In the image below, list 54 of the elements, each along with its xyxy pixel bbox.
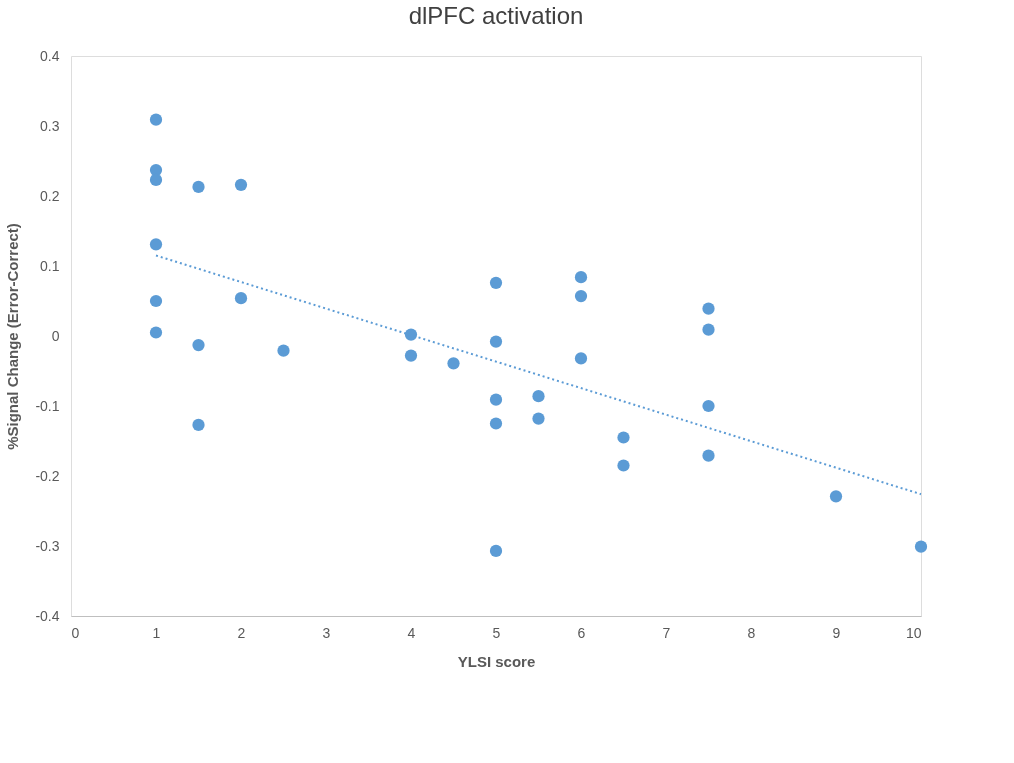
point: [489, 335, 503, 348]
x-tick-label: 3: [322, 624, 331, 641]
y-tick-label: 0.2: [40, 187, 60, 204]
x-tick-label: 4: [407, 624, 416, 641]
x-tick-label: 6: [577, 624, 586, 641]
point: [149, 294, 163, 308]
point: [234, 178, 248, 191]
y-tick-label: -0.1: [35, 397, 60, 414]
x-tick-label: 7: [662, 624, 671, 641]
point: [702, 399, 715, 413]
point: [149, 113, 163, 126]
y-tick-label: -0.2: [35, 467, 60, 484]
point: [192, 180, 205, 194]
point: [489, 276, 503, 289]
point: [192, 338, 205, 352]
point: [702, 302, 715, 315]
point: [617, 431, 630, 444]
y-tick-label: -0.4: [35, 607, 60, 624]
y-tick-label: 0.3: [40, 117, 60, 134]
point: [574, 271, 588, 284]
point: [149, 173, 163, 187]
x-tick-label: 1: [152, 624, 161, 641]
x-tick-label: 10: [905, 624, 922, 641]
point: [532, 390, 545, 403]
y-tick-label: 0.4: [40, 47, 60, 64]
point: [914, 540, 928, 553]
point: [574, 289, 588, 303]
point: [149, 326, 163, 339]
point: [404, 349, 418, 362]
y-tick-label: -0.3: [35, 537, 60, 554]
point: [574, 352, 588, 365]
x-tick-label: 2: [237, 624, 246, 641]
point: [234, 292, 248, 305]
point: [702, 449, 715, 462]
point: [489, 417, 503, 430]
y-tick-label: 0: [51, 327, 60, 344]
point: [617, 459, 630, 472]
point: [489, 393, 503, 406]
point: [489, 544, 503, 558]
point: [702, 323, 715, 336]
point: [829, 490, 843, 503]
point: [447, 357, 460, 370]
y-tick-label: 0.1: [40, 257, 60, 274]
y-axis-title: %Signal Change (Error-Correct): [4, 223, 22, 450]
point: [149, 238, 163, 251]
x-tick-label: 0: [71, 624, 80, 641]
x-tick-label: 5: [492, 624, 501, 641]
x-axis-title: YLSI score: [457, 652, 536, 670]
x-tick-label: 8: [747, 624, 756, 641]
point: [532, 412, 545, 425]
point: [277, 344, 290, 357]
point: [192, 418, 205, 432]
chart-title: dlPFC activation: [408, 2, 584, 29]
x-tick-label: 9: [832, 624, 841, 641]
